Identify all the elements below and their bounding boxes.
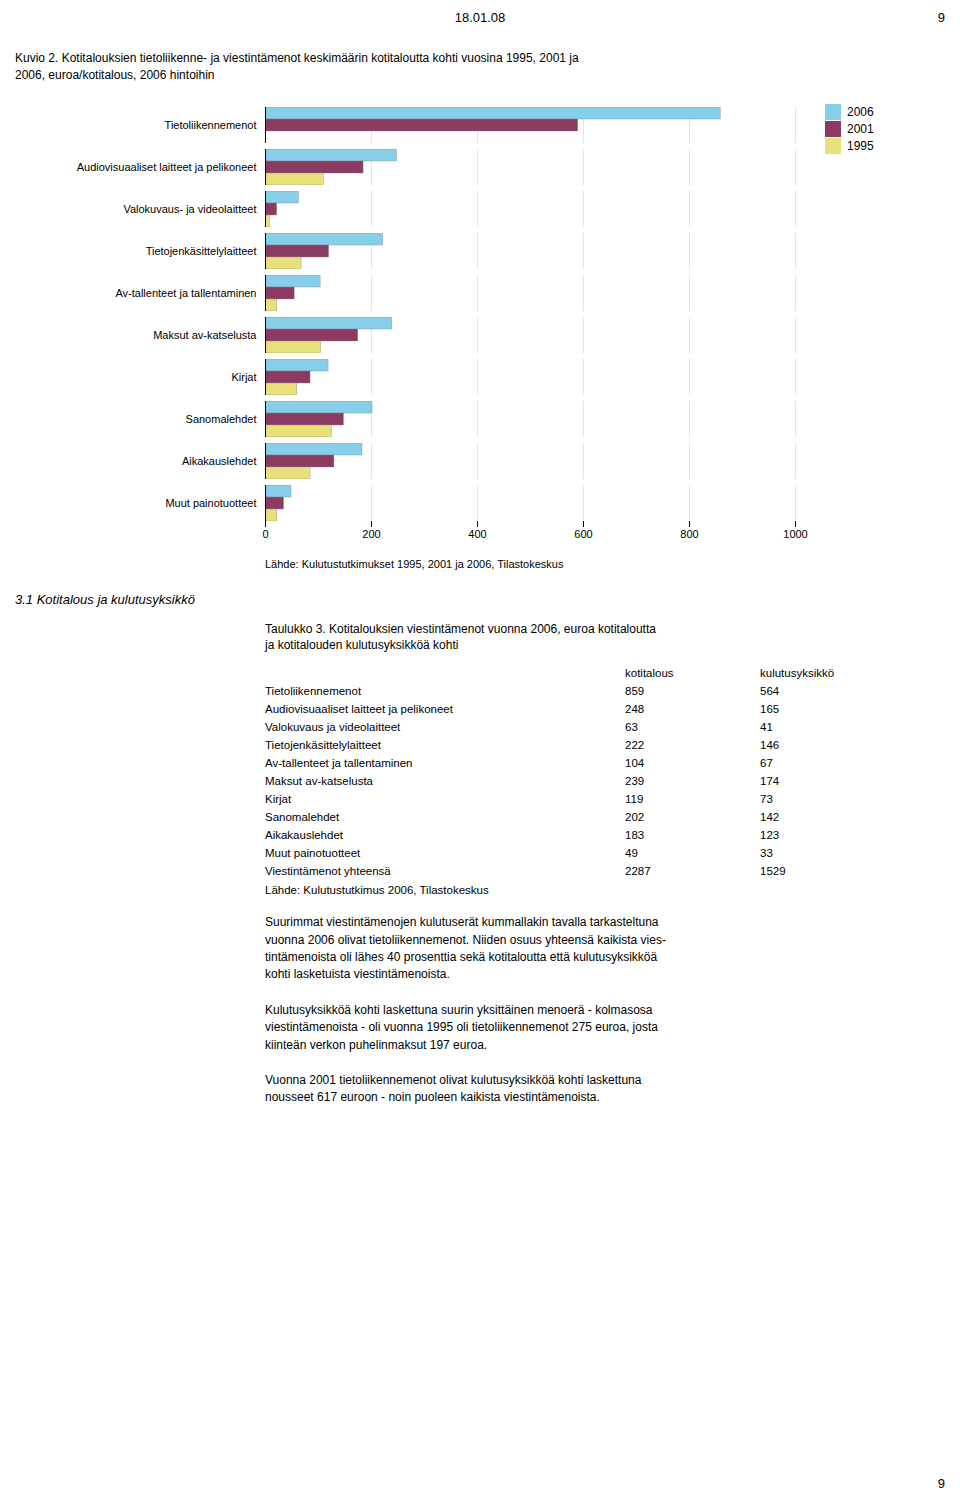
svg-text:0: 0: [262, 528, 268, 540]
html-text:222: 222: [625, 739, 645, 752]
html-text:Lähde: Kulutustutkimukset 1995: Lähde: Kulutustutkimukset 1995, 2001 ja …: [265, 557, 564, 570]
svg-text:200: 200: [362, 528, 380, 540]
html-text:202: 202: [625, 811, 645, 824]
html-text:Tietoliikennemenot: Tietoliikennemenot: [265, 685, 362, 698]
html-text:Av-tallenteet ja tallentaminen: Av-tallenteet ja tallentaminen: [265, 757, 413, 770]
html-text:165: 165: [760, 703, 780, 716]
html-text:Audiovisuaaliset laitteet ja p: Audiovisuaaliset laitteet ja pelikoneet: [265, 703, 453, 716]
svg-text:Valokuvaus- ja videolaitteet: Valokuvaus- ja videolaitteet: [123, 203, 256, 215]
html-text:Vuonna 2001 tietoliikennemenot: Vuonna 2001 tietoliikennemenot olivat ku…: [265, 1072, 642, 1105]
svg-text:Audiovisuaaliset laitteet ja p: Audiovisuaaliset laitteet ja pelikoneet: [77, 161, 257, 173]
html-text:Aikakauslehdet: Aikakauslehdet: [265, 829, 343, 842]
html-text:183: 183: [625, 829, 645, 842]
svg-text:Sanomalehdet: Sanomalehdet: [186, 413, 257, 425]
svg-text:Tietoliikennemenot: Tietoliikennemenot: [165, 119, 257, 131]
html-text:Kuvio 2. Kotitalouksien tietol: Kuvio 2. Kotitalouksien tietoliikenne- j…: [15, 51, 579, 82]
html-text:Kulutusyksikköä kohti laskettu: Kulutusyksikköä kohti laskettuna suurin …: [265, 1002, 658, 1052]
svg-text:Tietojenkäsittelylaitteet: Tietojenkäsittelylaitteet: [146, 245, 257, 257]
html-text:3.1 Kotitalous ja kulutusyksik: 3.1 Kotitalous ja kulutusyksikkö: [15, 591, 195, 607]
html-text:1995: 1995: [847, 138, 874, 153]
html-text:Lähde: Kulutustutkimus 2006, T: Lähde: Kulutustutkimus 2006, Tilastokesk…: [265, 884, 489, 897]
svg-text:Maksut av-katselusta: Maksut av-katselusta: [153, 329, 257, 341]
html-text:Taulukko 3. Kotitalouksien vie: Taulukko 3. Kotitalouksien viestintämeno…: [265, 621, 656, 653]
html-text:859: 859: [625, 685, 645, 698]
svg-text:Kirjat: Kirjat: [231, 371, 256, 383]
html-text:67: 67: [760, 757, 773, 770]
html-text:Muut painotuotteet: Muut painotuotteet: [265, 847, 361, 860]
html-text:Maksut av-katselusta: Maksut av-katselusta: [265, 775, 373, 788]
html-text:kulutusyksikkö: kulutusyksikkö: [760, 667, 835, 680]
html-text:174: 174: [760, 775, 780, 788]
html-text:33: 33: [760, 847, 773, 860]
svg-text:1000: 1000: [783, 528, 807, 540]
html-text:239: 239: [625, 775, 645, 788]
html-text:Valokuvaus ja videolaitteet: Valokuvaus ja videolaitteet: [265, 721, 401, 734]
html-text:9: 9: [937, 1476, 945, 1491]
svg-text:Aikakauslehdet: Aikakauslehdet: [182, 455, 257, 467]
html-text:Suurimmat viestintämenojen kul: Suurimmat viestintämenojen kulutuserät k…: [265, 915, 666, 982]
svg-text:800: 800: [680, 528, 698, 540]
html-text:73: 73: [760, 793, 773, 806]
html-text:Sanomalehdet: Sanomalehdet: [265, 811, 340, 824]
html-text:49: 49: [625, 847, 638, 860]
html-text:9: 9: [937, 10, 945, 25]
html-text:248: 248: [625, 703, 645, 716]
html-text:18.01.08: 18.01.08: [454, 10, 506, 25]
html-text:Viestintämenot yhteensä: Viestintämenot yhteensä: [265, 865, 391, 878]
html-text:564: 564: [760, 685, 780, 698]
html-text:104: 104: [625, 757, 645, 770]
html-text:142: 142: [760, 811, 780, 824]
html-text:41: 41: [760, 721, 773, 734]
svg-text:600: 600: [574, 528, 592, 540]
html-text:Tietojenkäsittelylaitteet: Tietojenkäsittelylaitteet: [265, 739, 381, 752]
html-text:2287: 2287: [625, 865, 651, 878]
html-text:2006: 2006: [847, 104, 874, 119]
html-text:146: 146: [760, 739, 780, 752]
html-text:2001: 2001: [847, 121, 874, 136]
html-text:63: 63: [625, 721, 638, 734]
html-text:1529: 1529: [760, 865, 786, 878]
svg-text:400: 400: [468, 528, 486, 540]
html-text:kotitalous: kotitalous: [625, 667, 674, 680]
html-text:Kirjat: Kirjat: [265, 793, 292, 806]
html-text:123: 123: [760, 829, 780, 842]
svg-text:Av-tallenteet ja tallentaminen: Av-tallenteet ja tallentaminen: [115, 287, 256, 299]
html-text:119: 119: [625, 793, 644, 806]
svg-text:Muut painotuotteet: Muut painotuotteet: [165, 497, 256, 509]
